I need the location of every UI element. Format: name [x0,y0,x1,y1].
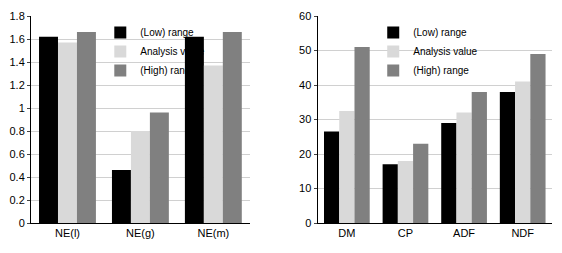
svg-text:(High) range: (High) range [413,65,469,76]
svg-text:1.4: 1.4 [10,56,25,68]
svg-text:Analysis value: Analysis value [413,46,477,57]
svg-text:10: 10 [299,182,311,194]
svg-text:0.8: 0.8 [10,125,25,137]
svg-text:CP: CP [398,227,413,239]
svg-text:NE(m): NE(m) [197,227,229,239]
svg-text:(Low) range: (Low) range [140,27,194,38]
svg-text:0.2: 0.2 [10,194,25,206]
svg-text:NE(l): NE(l) [55,227,80,239]
svg-text:Analysis value: Analysis value [140,46,204,57]
svg-text:1.8: 1.8 [10,10,25,22]
svg-text:ADF: ADF [453,227,475,239]
svg-text:20: 20 [299,148,311,160]
svg-text:NE(g): NE(g) [126,227,155,239]
svg-text:NDF: NDF [511,227,534,239]
svg-text:1: 1 [19,102,25,114]
svg-text:0.6: 0.6 [10,148,25,160]
svg-text:0.4: 0.4 [10,171,25,183]
svg-text:0: 0 [305,217,311,229]
svg-text:30: 30 [299,113,311,125]
svg-text:1.6: 1.6 [10,33,25,45]
svg-text:(High) range: (High) range [140,65,196,76]
svg-text:(Low) range: (Low) range [413,27,467,38]
svg-text:DM: DM [338,227,355,239]
svg-text:40: 40 [299,79,311,91]
svg-text:60: 60 [299,10,311,22]
svg-text:50: 50 [299,44,311,56]
svg-text:1.2: 1.2 [10,79,25,91]
svg-text:0: 0 [19,217,25,229]
